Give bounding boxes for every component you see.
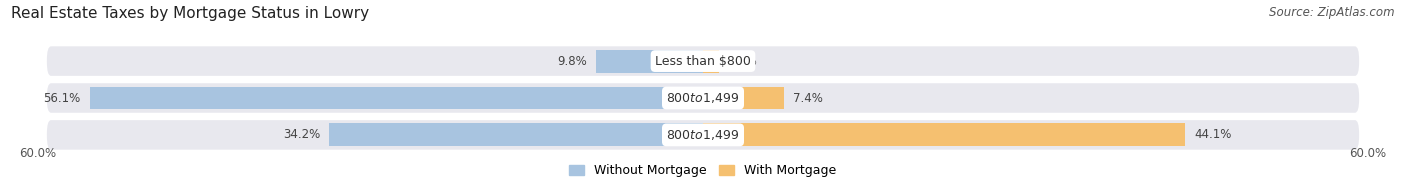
Bar xyxy=(90,87,703,109)
Text: 44.1%: 44.1% xyxy=(1194,128,1232,141)
FancyBboxPatch shape xyxy=(46,46,1360,76)
Text: Real Estate Taxes by Mortgage Status in Lowry: Real Estate Taxes by Mortgage Status in … xyxy=(11,6,370,21)
Text: Less than $800: Less than $800 xyxy=(655,55,751,68)
Bar xyxy=(703,87,785,109)
Text: 7.4%: 7.4% xyxy=(793,92,823,104)
Text: 60.0%: 60.0% xyxy=(20,147,56,160)
Text: 60.0%: 60.0% xyxy=(1350,147,1386,160)
Text: 1.5%: 1.5% xyxy=(728,55,758,68)
Bar xyxy=(703,123,1185,146)
Bar xyxy=(703,50,720,73)
FancyBboxPatch shape xyxy=(46,83,1360,113)
Bar xyxy=(329,123,703,146)
Legend: Without Mortgage, With Mortgage: Without Mortgage, With Mortgage xyxy=(564,159,842,182)
Text: 9.8%: 9.8% xyxy=(557,55,588,68)
Text: 34.2%: 34.2% xyxy=(283,128,321,141)
Text: $800 to $1,499: $800 to $1,499 xyxy=(666,128,740,142)
Text: 56.1%: 56.1% xyxy=(44,92,80,104)
Text: $800 to $1,499: $800 to $1,499 xyxy=(666,91,740,105)
FancyBboxPatch shape xyxy=(46,120,1360,150)
Text: Source: ZipAtlas.com: Source: ZipAtlas.com xyxy=(1270,6,1395,19)
Bar xyxy=(596,50,703,73)
